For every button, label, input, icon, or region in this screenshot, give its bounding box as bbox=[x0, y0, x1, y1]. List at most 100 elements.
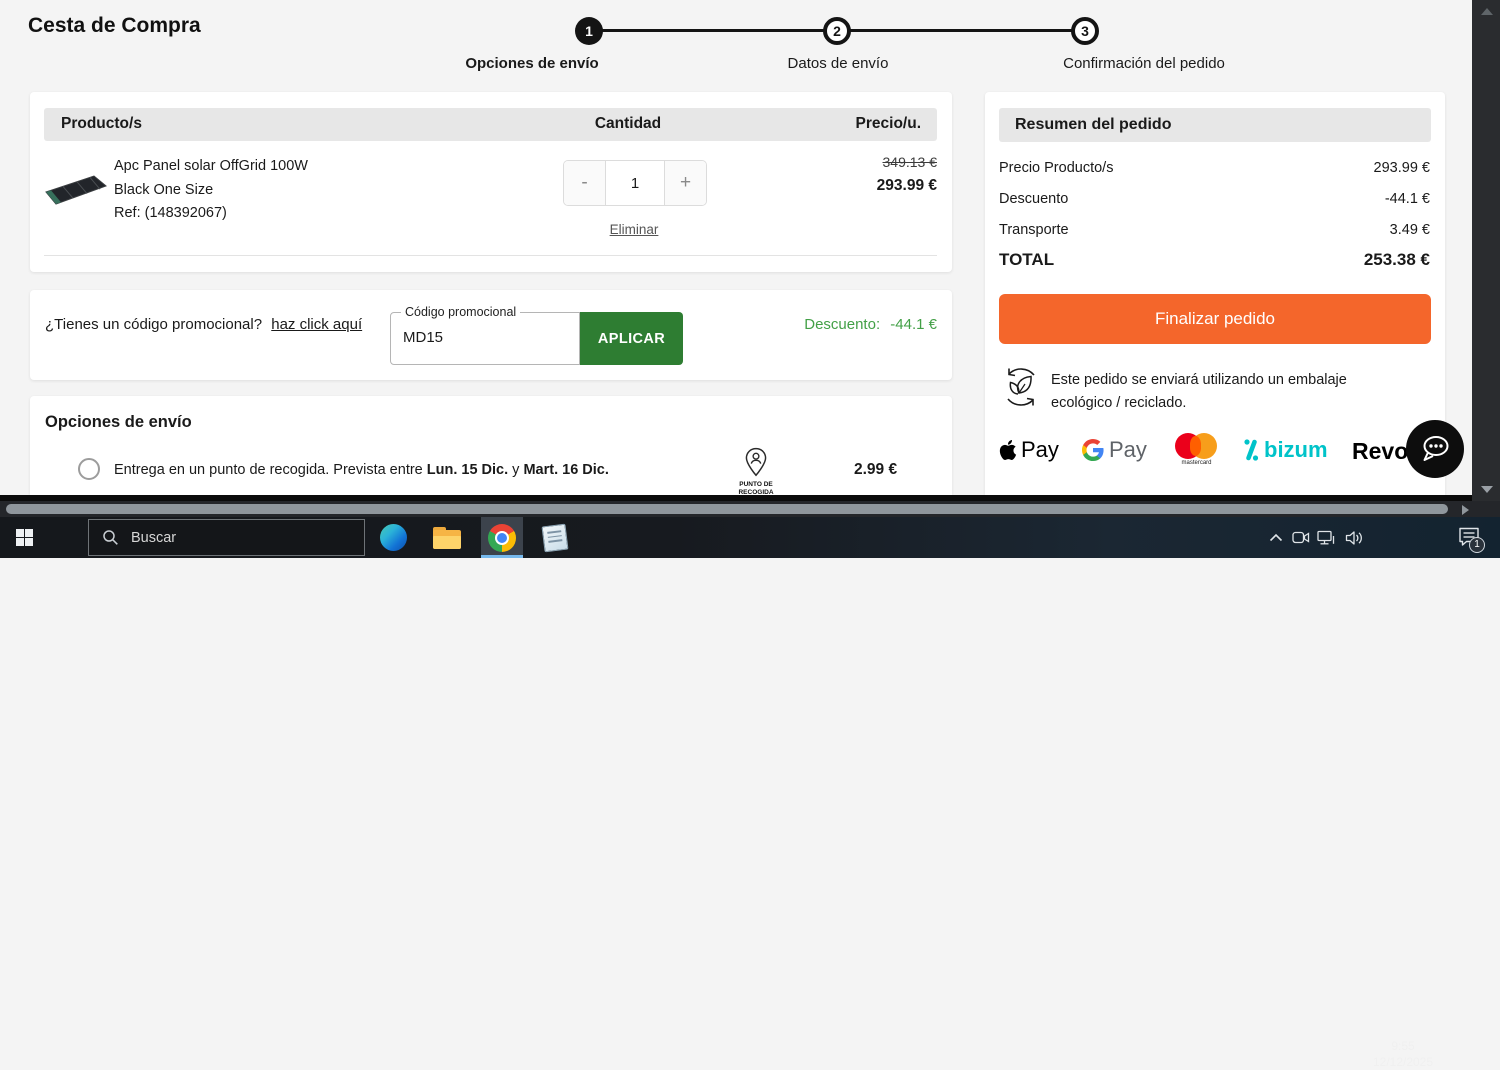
eco-packaging-message: Este pedido se enviará utilizando un emb… bbox=[1051, 369, 1347, 415]
taskbar-edge[interactable] bbox=[373, 517, 413, 558]
quantity-value[interactable]: 1 bbox=[605, 161, 665, 205]
header-product: Producto/s bbox=[61, 115, 142, 132]
scroll-up-arrow-icon[interactable] bbox=[1481, 8, 1493, 15]
search-placeholder: Buscar bbox=[131, 529, 177, 546]
pickup-text-mid: y bbox=[508, 462, 524, 478]
pickup-option-radio[interactable] bbox=[78, 458, 100, 480]
edge-icon bbox=[379, 524, 407, 551]
pickup-option-price: 2.99 € bbox=[854, 461, 898, 478]
pickup-point-icon bbox=[745, 447, 767, 477]
header-unit-price: Precio/u. bbox=[855, 115, 921, 132]
taskbar-file-explorer[interactable] bbox=[427, 517, 467, 558]
step-1-label: Opciones de envío bbox=[465, 55, 599, 72]
step-3-circle: 3 bbox=[1071, 17, 1099, 45]
taskbar-chrome-active[interactable] bbox=[481, 517, 523, 558]
promo-code-input[interactable]: Código promocional MD15 bbox=[390, 305, 580, 365]
promo-question: ¿Tienes un código promocional? bbox=[45, 316, 263, 333]
bizum-logo: bizum bbox=[1243, 437, 1328, 463]
promo-toggle-link[interactable]: haz click aquí bbox=[271, 316, 363, 333]
scroll-down-arrow-icon[interactable] bbox=[1481, 486, 1493, 493]
vertical-scrollbar[interactable] bbox=[1472, 0, 1500, 501]
apple-pay-logo: Pay bbox=[998, 437, 1059, 463]
taskbar-clock[interactable]: 9:55 12/12/2025 bbox=[1368, 1038, 1438, 1070]
pickup-caption-line2: RECOGIDA bbox=[738, 488, 774, 496]
step-1-circle: 1 bbox=[575, 17, 603, 45]
step-3-number: 3 bbox=[1081, 23, 1089, 39]
step-3-label: Confirmación del pedido bbox=[1063, 55, 1225, 72]
chat-widget-button[interactable] bbox=[1406, 420, 1464, 478]
folder-icon bbox=[433, 526, 461, 549]
promo-question-row: ¿Tienes un código promocional? haz click… bbox=[45, 316, 362, 333]
remove-item-link[interactable]: Eliminar bbox=[609, 222, 659, 237]
clock-date: 12/12/2025 bbox=[1372, 1055, 1434, 1069]
product-name: Apc Panel solar OffGrid 100W bbox=[114, 158, 308, 174]
promo-discount: Descuento: -44.1 € bbox=[804, 316, 937, 333]
eco-message-line2: ecológico / reciclado. bbox=[1051, 395, 1187, 411]
summary-discount-label: Descuento bbox=[999, 191, 1069, 207]
chevron-up-icon bbox=[1269, 533, 1283, 542]
order-summary-title: Resumen del pedido bbox=[1015, 116, 1172, 133]
horizontal-scrollbar[interactable] bbox=[0, 501, 1500, 517]
summary-shipping-label: Transporte bbox=[999, 222, 1069, 238]
chrome-icon bbox=[488, 523, 516, 552]
start-button[interactable] bbox=[0, 517, 48, 558]
apply-promo-button[interactable]: APLICAR bbox=[580, 312, 683, 365]
product-price: 293.99 € bbox=[876, 177, 937, 194]
pickup-option-text: Entrega en un punto de recogida. Previst… bbox=[114, 462, 609, 478]
promo-discount-label: Descuento: bbox=[804, 316, 881, 333]
apple-icon bbox=[999, 440, 1017, 460]
summary-discount-value: -44.1 € bbox=[1384, 191, 1430, 207]
taskbar-notepad[interactable] bbox=[535, 517, 575, 558]
taskbar-search[interactable]: Buscar bbox=[88, 519, 365, 556]
eco-message-line1: Este pedido se enviará utilizando un emb… bbox=[1051, 372, 1347, 388]
step-2-circle: 2 bbox=[823, 17, 851, 45]
products-table-header: Producto/s Cantidad Precio/u. bbox=[44, 108, 937, 141]
viewport-bottom-edge bbox=[0, 495, 1472, 501]
search-icon bbox=[103, 530, 118, 545]
mastercard-caption: mastercard bbox=[1181, 460, 1212, 466]
eco-packaging-icon bbox=[1007, 368, 1035, 406]
scroll-right-arrow-icon[interactable] bbox=[1462, 505, 1469, 515]
horizontal-scrollbar-thumb[interactable] bbox=[6, 504, 1448, 514]
quantity-stepper[interactable]: - 1 + bbox=[563, 160, 707, 206]
speaker-icon bbox=[1345, 530, 1362, 545]
tray-expand-button[interactable] bbox=[1262, 517, 1290, 558]
summary-products-label: Precio Producto/s bbox=[999, 160, 1114, 176]
quantity-increase-button[interactable]: + bbox=[665, 161, 706, 205]
step-2-label: Datos de envío bbox=[787, 55, 889, 72]
promo-input-value[interactable]: MD15 bbox=[403, 329, 444, 346]
product-variant: Black One Size bbox=[114, 181, 214, 198]
checkout-button[interactable]: Finalizar pedido bbox=[999, 294, 1431, 344]
cart-products-card: Producto/s Cantidad Precio/u. Apc Panel … bbox=[30, 92, 952, 272]
step-2-number: 2 bbox=[833, 23, 841, 39]
notification-badge: 1 bbox=[1469, 536, 1485, 553]
clock-time: 9:55 bbox=[1391, 1039, 1415, 1053]
promo-discount-value: -44.1 € bbox=[890, 316, 937, 333]
product-old-price: 349.13 € bbox=[882, 154, 938, 170]
step-1-number: 1 bbox=[585, 23, 593, 39]
shipping-options-card: Opciones de envío Entrega en un punto de… bbox=[30, 396, 952, 495]
bizum-label: bizum bbox=[1264, 437, 1328, 462]
tray-network[interactable] bbox=[1313, 517, 1340, 558]
pickup-caption-line1: PUNTO DE bbox=[739, 481, 773, 488]
notepad-icon bbox=[541, 523, 569, 552]
active-app-indicator bbox=[481, 555, 523, 558]
summary-products-value: 293.99 € bbox=[1373, 160, 1430, 176]
pickup-icon-caption: PUNTO DE RECOGIDA bbox=[718, 481, 794, 495]
pickup-date-1: Lun. 15 Dic. bbox=[426, 462, 509, 478]
quantity-decrease-button[interactable]: - bbox=[564, 161, 605, 205]
order-summary-header: Resumen del pedido bbox=[999, 108, 1431, 142]
google-g-icon bbox=[1082, 439, 1104, 461]
windows-logo-icon bbox=[15, 529, 33, 546]
notifications-button[interactable]: 1 bbox=[1448, 517, 1492, 558]
chat-bubble-icon bbox=[1423, 436, 1449, 461]
tray-volume[interactable] bbox=[1340, 517, 1368, 558]
shipping-options-title: Opciones de envío bbox=[45, 413, 192, 431]
summary-total-label: TOTAL bbox=[999, 250, 1055, 269]
tray-meet-now[interactable] bbox=[1288, 517, 1314, 558]
action-center-icon bbox=[1459, 527, 1479, 546]
promo-input-label: Código promocional bbox=[401, 305, 521, 319]
bizum-mark-icon bbox=[1244, 439, 1259, 461]
row-divider bbox=[44, 255, 937, 256]
summary-total-value: 253.38 € bbox=[1363, 250, 1430, 269]
